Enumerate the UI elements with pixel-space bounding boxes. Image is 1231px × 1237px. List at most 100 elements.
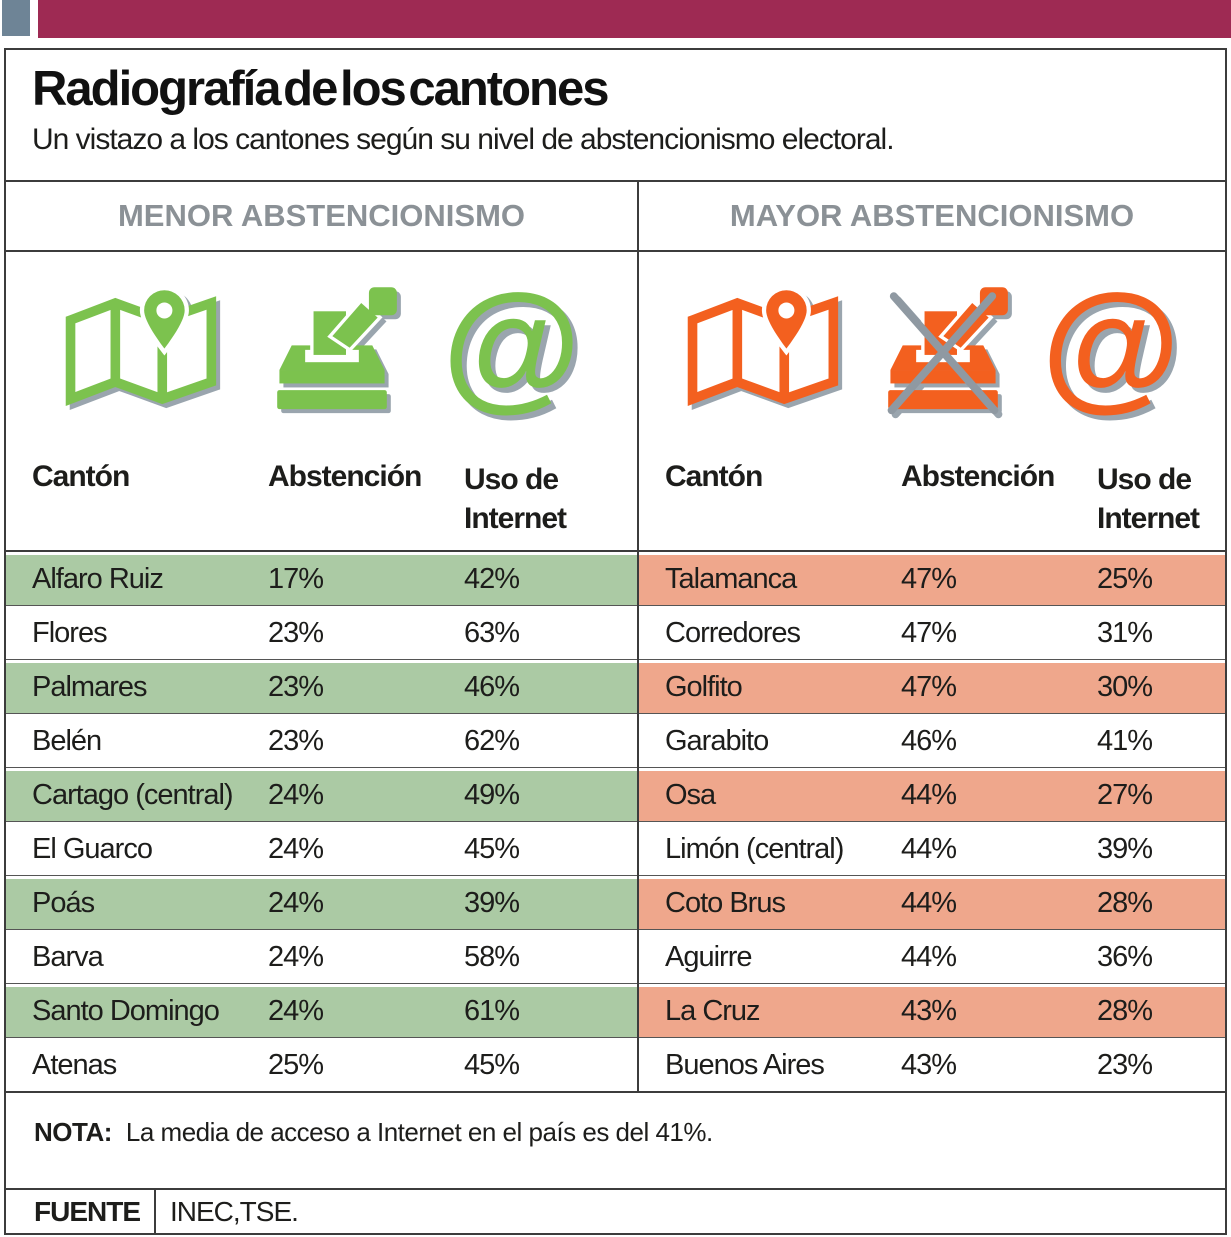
panels-area: MENOR ABSTENCIONISMO <box>6 182 1225 1091</box>
column-headers-menor: Cantón Abstención Uso de Internet <box>6 450 637 550</box>
cell-canton: Coto Brus <box>665 887 786 919</box>
cell-canton: Santo Domingo <box>32 995 220 1027</box>
cell-uso-internet: 31% <box>1097 617 1153 649</box>
cell-canton: Corredores <box>665 617 801 649</box>
cell-canton: Garabito <box>665 725 769 757</box>
column-header-abstencion: Abstención <box>901 460 1055 493</box>
cell-canton: Golfito <box>665 671 743 703</box>
panel-menor-abstencionismo: MENOR ABSTENCIONISMO <box>6 182 637 1091</box>
page-subtitle: Un vistazo a los cantones según su nivel… <box>32 123 895 157</box>
row-highlight-band <box>639 663 1225 713</box>
cell-abstencion: 44% <box>901 941 957 973</box>
cell-canton: Barva <box>32 941 104 973</box>
cell-abstencion: 44% <box>901 779 957 811</box>
cell-abstencion: 17% <box>268 563 324 595</box>
cell-uso-internet: 28% <box>1097 995 1153 1027</box>
row-highlight-band <box>6 663 637 713</box>
table-row: El Guarco 24% 45% <box>6 822 637 876</box>
table-row: Golfito 47% 30% <box>639 660 1225 714</box>
at-sign-icon: @ <box>1041 265 1181 424</box>
cell-abstencion: 24% <box>268 833 324 865</box>
cell-abstencion: 24% <box>268 941 324 973</box>
cell-canton: Alfaro Ruiz <box>32 563 164 595</box>
row-highlight-band <box>639 771 1225 821</box>
page-title: Radiografía de los cantones <box>32 62 610 116</box>
column-headers-mayor: Cantón Abstención Uso de Internet <box>639 450 1225 550</box>
cell-canton: Cartago (central) <box>32 779 234 811</box>
row-highlight-band <box>639 987 1225 1037</box>
row-highlight-band <box>639 879 1225 929</box>
column-header-canton: Cantón <box>32 460 130 493</box>
masthead-bar <box>38 0 1231 38</box>
ballot-box-crossed-icon <box>875 285 1011 417</box>
cell-canton: Talamanca <box>665 563 797 595</box>
cell-uso-internet: 25% <box>1097 563 1153 595</box>
cell-abstencion: 43% <box>901 1049 957 1081</box>
panel-heading-mayor: MAYOR ABSTENCIONISMO <box>639 182 1225 252</box>
cell-abstencion: 44% <box>901 833 957 865</box>
row-highlight-band <box>6 771 637 821</box>
cell-uso-internet: 39% <box>464 887 520 919</box>
cell-canton: Aguirre <box>665 941 752 973</box>
masthead-accent-square <box>2 0 30 36</box>
cell-canton: La Cruz <box>665 995 761 1027</box>
row-highlight-band <box>639 555 1225 605</box>
cell-abstencion: 43% <box>901 995 957 1027</box>
cell-uso-internet: 58% <box>464 941 520 973</box>
cell-uso-internet: 45% <box>464 833 520 865</box>
column-header-uso-internet: Uso de Internet <box>1097 463 1200 535</box>
icons-row-menor: @ <box>6 252 637 450</box>
note-block: NOTA: La media de acceso a Internet en el… <box>6 1091 1225 1188</box>
cell-uso-internet: 39% <box>1097 833 1153 865</box>
cell-uso-internet: 42% <box>464 563 520 595</box>
table-row: Flores 23% 63% <box>6 606 637 660</box>
table-row: Alfaro Ruiz 17% 42% <box>6 552 637 606</box>
cell-abstencion: 24% <box>268 887 324 919</box>
cell-abstencion: 23% <box>268 617 324 649</box>
table-row: Atenas 25% 45% <box>6 1038 637 1091</box>
masthead <box>0 0 1231 38</box>
cell-canton: Atenas <box>32 1049 117 1081</box>
map-pin-icon <box>684 288 844 414</box>
table-row: Palmares 23% 46% <box>6 660 637 714</box>
table-row: Coto Brus 44% 28% <box>639 876 1225 930</box>
cell-abstencion: 46% <box>901 725 957 757</box>
table-row: Poás 24% 39% <box>6 876 637 930</box>
cell-canton: Limón (central) <box>665 833 844 865</box>
cell-abstencion: 47% <box>901 671 957 703</box>
row-highlight-band <box>6 879 637 929</box>
at-sign-icon: @ <box>442 265 581 424</box>
panel-mayor-abstencionismo: MAYOR ABSTENCIONISMO <box>637 182 1225 1091</box>
table-row: Santo Domingo 24% 61% <box>6 984 637 1038</box>
cell-canton: Poás <box>32 887 95 919</box>
table-row: Barva 24% 58% <box>6 930 637 984</box>
table-row: Aguirre 44% 36% <box>639 930 1225 984</box>
table-row: Buenos Aires 43% 23% <box>639 1038 1225 1091</box>
cell-uso-internet: 23% <box>1097 1049 1153 1081</box>
table-row: Garabito 46% 41% <box>639 714 1225 768</box>
panel-heading-menor: MENOR ABSTENCIONISMO <box>6 182 637 252</box>
row-highlight-band <box>6 555 637 605</box>
note-label: NOTA: <box>34 1117 112 1147</box>
table-row: Osa 44% 27% <box>639 768 1225 822</box>
source-block: FUENTE INEC,TSE. <box>6 1188 1225 1233</box>
cell-canton: Palmares <box>32 671 147 703</box>
cell-uso-internet: 36% <box>1097 941 1153 973</box>
cell-canton: Osa <box>665 779 716 811</box>
cell-abstencion: 47% <box>901 617 957 649</box>
table-menor: Alfaro Ruiz 17% 42% Flores 23% 63% Palmares 23%… <box>6 550 637 1091</box>
column-header-canton: Cantón <box>665 460 763 493</box>
content-frame: Radiografía de los cantones Un vistazo a… <box>4 48 1227 1235</box>
column-header-uso-internet: Uso de Internet <box>464 463 567 535</box>
cell-uso-internet: 28% <box>1097 887 1153 919</box>
row-highlight-band <box>6 987 637 1037</box>
cell-uso-internet: 41% <box>1097 725 1153 757</box>
cell-canton: El Guarco <box>32 833 153 865</box>
cell-abstencion: 44% <box>901 887 957 919</box>
cell-uso-internet: 61% <box>464 995 520 1027</box>
icons-row-mayor: @ <box>639 252 1225 450</box>
cell-canton: Flores <box>32 617 108 649</box>
cell-uso-internet: 30% <box>1097 671 1153 703</box>
table-mayor: Talamanca 47% 25% Corredores 47% 31% Golfito 47… <box>639 550 1225 1091</box>
